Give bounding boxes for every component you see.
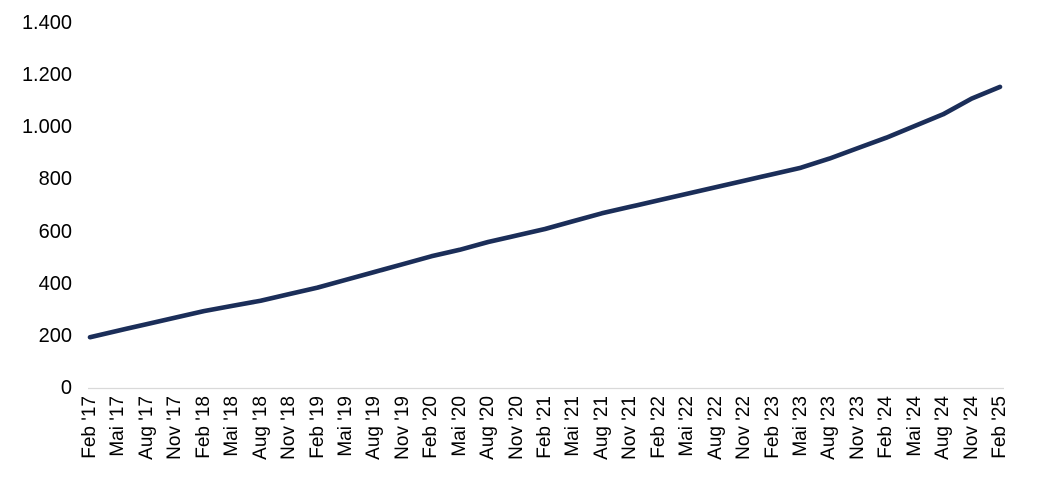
x-axis-tick-label: Nov '19 [391, 396, 413, 460]
x-axis-tick-label: Nov '20 [505, 396, 527, 460]
x-axis-tick-label: Feb '25 [989, 396, 1010, 459]
x-axis-tick-label: Mai '21 [562, 396, 584, 457]
x-axis-tick-label: Nov '23 [846, 396, 868, 460]
x-axis-tick-label: Aug '21 [590, 396, 612, 460]
x-axis-tick-label: Feb '20 [420, 396, 442, 459]
x-axis-tick-label: Mai '17 [107, 396, 129, 457]
x-axis-tick-label: Nov '24 [960, 396, 982, 460]
x-axis-tick-label: Feb '19 [306, 396, 328, 459]
x-axis-tick-label: Mai '19 [334, 396, 356, 457]
x-axis-tick-label: Nov '18 [278, 396, 300, 460]
y-axis-tick-label: 1.000 [21, 116, 72, 139]
x-axis-tick-label: Feb '24 [875, 396, 897, 459]
x-axis-tick-label: Mai '18 [221, 396, 243, 457]
x-axis-tick-label: Aug '23 [818, 396, 840, 460]
y-axis-tick-label: 800 [38, 168, 72, 191]
x-axis-tick-label: Mai '23 [789, 396, 811, 457]
x-axis-tick-label: Feb '17 [79, 396, 100, 459]
x-axis-tick-label: Mai '20 [448, 396, 470, 457]
x-axis-tick-label: Nov '17 [164, 396, 186, 460]
x-axis-tick-label: Feb '23 [761, 396, 783, 459]
x-axis-tick-label: Nov '22 [733, 396, 755, 460]
data-line-series [87, 84, 1003, 340]
y-axis-tick-label: 1.400 [21, 12, 72, 34]
x-axis-tick-label: Aug '20 [477, 396, 499, 460]
x-axis-tick-label: Aug '24 [932, 396, 954, 460]
y-axis-tick-label: 200 [38, 324, 72, 347]
y-axis-tick-label: 600 [38, 220, 72, 243]
y-axis-tick-label: 0 [60, 377, 72, 399]
x-axis-tick-label: Aug '22 [704, 396, 726, 460]
x-axis-tick-label: Mai '24 [903, 396, 925, 457]
y-axis-tick-label: 400 [38, 272, 72, 295]
x-axis-tick-label: Nov '21 [619, 396, 641, 460]
x-axis-tick-label: Aug '18 [249, 396, 271, 460]
x-axis-tick-label: Aug '19 [363, 396, 385, 460]
x-axis-tick-label: Feb '18 [192, 396, 214, 459]
x-axis-tick-label: Aug '17 [135, 396, 157, 460]
x-axis-tick-label: Feb '21 [534, 396, 555, 459]
x-axis-tick-label: Feb '22 [647, 396, 669, 459]
x-axis-tick-label: Mai '22 [676, 396, 698, 457]
y-axis-tick-label: 1.200 [21, 64, 72, 87]
